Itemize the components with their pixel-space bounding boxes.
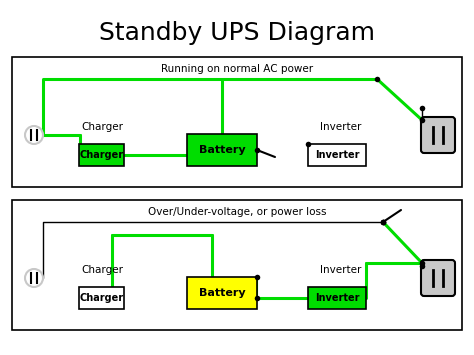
Bar	[80, 144, 125, 166]
Text: Inverter: Inverter	[315, 150, 359, 160]
Text: Charger: Charger	[81, 122, 123, 132]
Text: Inverter: Inverter	[315, 293, 359, 303]
Text: Running on normal AC power: Running on normal AC power	[161, 64, 313, 74]
Bar	[187, 277, 257, 309]
Text: Charger: Charger	[80, 293, 124, 303]
Bar	[80, 287, 125, 309]
Text: Standby UPS Diagram: Standby UPS Diagram	[99, 21, 375, 45]
Bar	[12, 200, 462, 330]
Text: Over/Under-voltage, or power loss: Over/Under-voltage, or power loss	[148, 207, 326, 217]
Text: Battery: Battery	[199, 288, 246, 298]
Text: Inverter: Inverter	[320, 265, 362, 275]
FancyBboxPatch shape	[421, 117, 455, 153]
Text: Battery: Battery	[199, 145, 246, 155]
Text: Inverter: Inverter	[320, 122, 362, 132]
Bar	[187, 134, 257, 166]
Text: Charger: Charger	[80, 150, 124, 160]
Bar	[12, 57, 462, 187]
FancyBboxPatch shape	[421, 260, 455, 296]
Bar	[308, 287, 366, 309]
Text: Charger: Charger	[81, 265, 123, 275]
Bar	[308, 144, 366, 166]
